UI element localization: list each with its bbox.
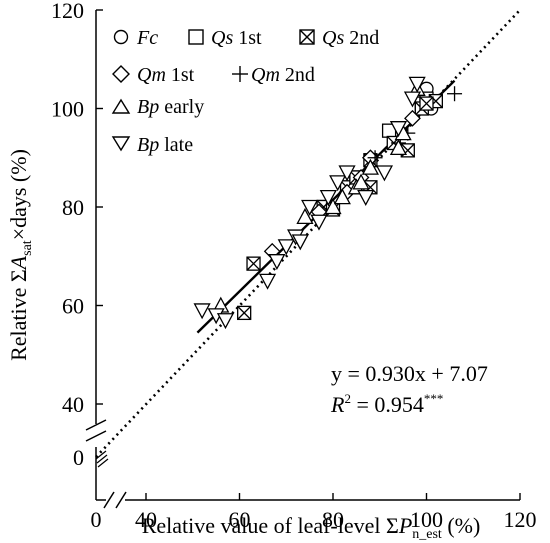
triangle-down-point [408,76,426,93]
triangle-up-point [361,158,379,175]
triangle-down-point [403,91,422,108]
data-points [193,76,463,330]
legend-marker-triangle-up [111,98,131,114]
triangle-down-point [319,189,337,207]
triangle-down-point [291,234,309,251]
legend-marker-square-x-diag2 [299,29,315,45]
legend-marker-square [188,29,204,45]
triangle-down-point [193,303,211,320]
triangle-up-point [324,198,342,215]
legend-label-qm-1st: Qm 1st [137,64,195,86]
triangle-down-point [329,175,347,192]
legend-entry-qs-2nd: Qs 2nd [299,27,379,49]
legend-label-fc: Fc [136,27,158,49]
legend-label-qs-1st: Qs 1st [211,27,262,49]
legend-label-qs-2nd: Qs 2nd [322,27,379,49]
legend-entry-qm-1st: Qm 1st [112,64,195,86]
x-tick-label: 80 [322,507,344,532]
legend-entry-fc: Fc [113,27,158,49]
triangle-down-point [338,165,356,182]
square-x-point [419,96,434,111]
origin-break-marks [95,450,109,468]
triangle-down-point [277,239,295,256]
legend-label-bp-early: Bp early [137,96,204,118]
y-tick-label: 40 [62,392,84,417]
x-tick-label: 100 [410,507,443,532]
triangle-down-point [258,273,277,290]
legend-entry-qm-2nd: Qm 2nd [232,64,315,86]
x-tick-label: 60 [229,507,251,532]
y-tick-label: 60 [62,294,84,319]
diamond-point [404,109,421,127]
x-axis-title: Relative value of leaf-level ΣPn_est (%) [142,513,481,542]
triangle-up-point [296,207,314,225]
regression-equation: y = 0.930x + 7.07 [331,361,488,386]
y-tick-label: 80 [62,195,84,220]
legend-marker-diamond [112,65,130,83]
triangle-down-point [310,214,328,231]
triangle-up-point [333,188,351,205]
legend: Fc Qs 1st Qs 2nd Qm 1st Qm 2nd Bp early [111,27,379,156]
triangle-down-point [357,189,375,207]
square-x-point [237,305,252,321]
legend-label-bp-late: Bp late [137,134,193,156]
triangle-down-point [216,313,235,330]
legend-entry-bp-late: Bp late [111,134,193,156]
triangle-down-point [389,121,408,138]
legend-label-qm-2nd: Qm 2nd [251,64,315,86]
triangle-up-point [389,139,408,156]
plus-point [367,150,383,166]
x-tick-label: 0 [91,507,102,532]
legend-marker-plus [232,66,248,82]
legend-entry-bp-early: Bp early [111,96,204,118]
x-tick-label: 40 [135,507,157,532]
legend-entry-qs-1st: Qs 1st [188,27,262,49]
triangle-down-point [268,254,286,271]
plus-point [447,86,463,102]
y-tick-label: 0 [73,445,84,470]
triangle-up-point [352,173,370,190]
axis-ticks: 0 40 60 80 100 120 0 40 60 80 100 120 [51,0,537,532]
y-axis-title: Relative ΣAsat×days (%) [6,149,35,361]
y-axis-break [85,419,107,442]
y-tick-label: 120 [51,0,84,23]
legend-marker-triangle-down [111,136,131,152]
triangle-down-point [301,199,319,216]
x-axis-break [103,491,127,509]
one-to-one-line [95,9,521,458]
triangle-down-point [375,165,394,182]
x-tick-label: 120 [504,507,537,532]
square-x-point [246,256,261,271]
y-tick-label: 100 [51,97,84,122]
r-squared: R2 = 0.954*** [330,391,443,417]
legend-marker-circle [113,29,129,45]
